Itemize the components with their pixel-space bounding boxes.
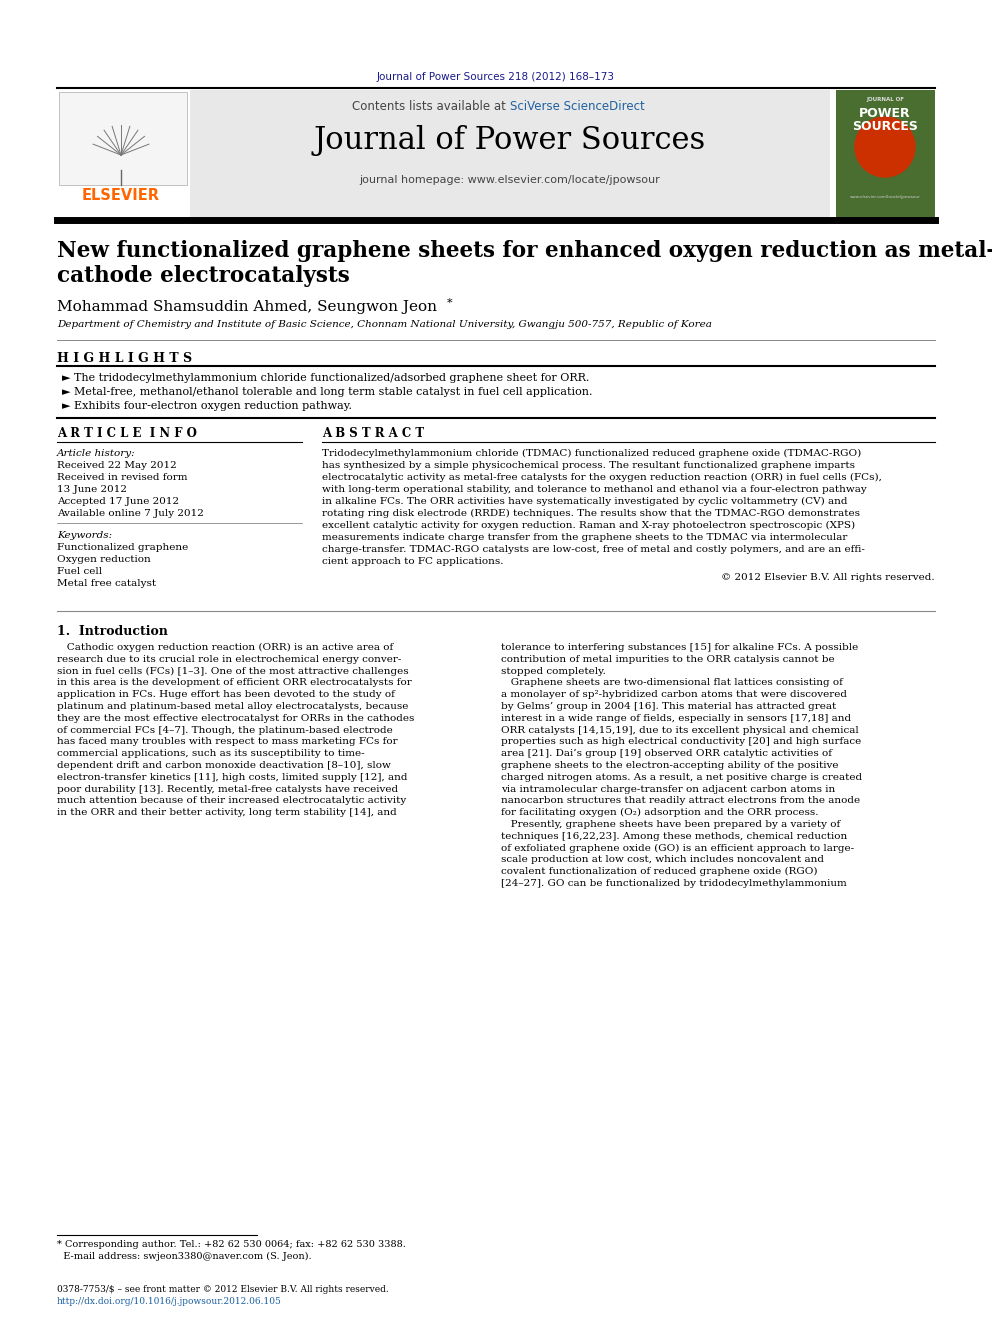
Text: New functionalized graphene sheets for enhanced oxygen reduction as metal-free: New functionalized graphene sheets for e…	[57, 239, 992, 262]
Text: SciVerse ScienceDirect: SciVerse ScienceDirect	[510, 101, 645, 112]
Text: H I G H L I G H T S: H I G H L I G H T S	[57, 352, 192, 365]
Bar	[57, 90, 190, 218]
Text: journal homepage: www.elsevier.com/locate/jpowsour: journal homepage: www.elsevier.com/locat…	[360, 175, 661, 185]
Circle shape	[855, 116, 915, 177]
Text: poor durability [13]. Recently, metal-free catalysts have received: poor durability [13]. Recently, metal-fr…	[57, 785, 398, 794]
Text: Journal of Power Sources 218 (2012) 168–173: Journal of Power Sources 218 (2012) 168–…	[377, 71, 615, 82]
Text: Department of Chemistry and Institute of Basic Science, Chonnam National Univers: Department of Chemistry and Institute of…	[57, 320, 712, 329]
Text: excellent catalytic activity for oxygen reduction. Raman and X-ray photoelectron: excellent catalytic activity for oxygen …	[322, 521, 855, 531]
Text: Article history:: Article history:	[57, 448, 136, 458]
Text: Cathodic oxygen reduction reaction (ORR) is an active area of: Cathodic oxygen reduction reaction (ORR)…	[57, 643, 393, 652]
Text: http://dx.doi.org/10.1016/j.jpowsour.2012.06.105: http://dx.doi.org/10.1016/j.jpowsour.201…	[57, 1297, 282, 1306]
Text: www.elsevier.com/locate/jpowsour: www.elsevier.com/locate/jpowsour	[849, 194, 921, 198]
Text: electrocatalytic activity as metal-free catalysts for the oxygen reduction react: electrocatalytic activity as metal-free …	[322, 474, 882, 482]
Text: in the ORR and their better activity, long term stability [14], and: in the ORR and their better activity, lo…	[57, 808, 397, 818]
Text: A B S T R A C T: A B S T R A C T	[322, 427, 425, 441]
Text: Received 22 May 2012: Received 22 May 2012	[57, 460, 177, 470]
Text: measurements indicate charge transfer from the graphene sheets to the TDMAC via : measurements indicate charge transfer fr…	[322, 533, 847, 542]
Text: Graphene sheets are two-dimensional flat lattices consisting of: Graphene sheets are two-dimensional flat…	[501, 679, 843, 688]
Text: sion in fuel cells (FCs) [1–3]. One of the most attractive challenges: sion in fuel cells (FCs) [1–3]. One of t…	[57, 667, 409, 676]
Text: platinum and platinum-based metal alloy electrocatalysts, because: platinum and platinum-based metal alloy …	[57, 703, 409, 710]
Text: Keywords:: Keywords:	[57, 531, 112, 540]
Text: ► Exhibits four-electron oxygen reduction pathway.: ► Exhibits four-electron oxygen reductio…	[62, 401, 352, 411]
Text: charge-transfer. TDMAC-RGO catalysts are low-cost, free of metal and costly poly: charge-transfer. TDMAC-RGO catalysts are…	[322, 545, 865, 554]
Text: cathode electrocatalysts: cathode electrocatalysts	[57, 265, 350, 287]
Text: for facilitating oxygen (O₂) adsorption and the ORR process.: for facilitating oxygen (O₂) adsorption …	[501, 808, 818, 818]
Text: 1.  Introduction: 1. Introduction	[57, 624, 168, 638]
Text: covalent functionalization of reduced graphene oxide (RGO): covalent functionalization of reduced gr…	[501, 867, 817, 876]
Text: dependent drift and carbon monoxide deactivation [8–10], slow: dependent drift and carbon monoxide deac…	[57, 761, 391, 770]
Text: Contents lists available at: Contents lists available at	[352, 101, 510, 112]
Text: [24–27]. GO can be functionalized by tridodecylmethylammonium: [24–27]. GO can be functionalized by tri…	[501, 878, 847, 888]
Text: of commercial FCs [4–7]. Though, the platinum-based electrode: of commercial FCs [4–7]. Though, the pla…	[57, 725, 393, 734]
Text: Presently, graphene sheets have been prepared by a variety of: Presently, graphene sheets have been pre…	[501, 820, 840, 830]
Text: Mohammad Shamsuddin Ahmed, Seungwon Jeon: Mohammad Shamsuddin Ahmed, Seungwon Jeon	[57, 300, 437, 314]
Bar	[59, 93, 187, 185]
Text: a monolayer of sp²-hybridized carbon atoms that were discovered: a monolayer of sp²-hybridized carbon ato…	[501, 691, 847, 699]
Text: of exfoliated graphene oxide (GO) is an efficient approach to large-: of exfoliated graphene oxide (GO) is an …	[501, 844, 854, 853]
Text: in this area is the development of efficient ORR electrocatalysts for: in this area is the development of effic…	[57, 679, 412, 688]
Text: has faced many troubles with respect to mass marketing FCs for: has faced many troubles with respect to …	[57, 737, 398, 746]
Text: tolerance to interfering substances [15] for alkaline FCs. A possible: tolerance to interfering substances [15]…	[501, 643, 858, 652]
Text: has synthesized by a simple physicochemical process. The resultant functionalize: has synthesized by a simple physicochemi…	[322, 460, 855, 470]
Text: Available online 7 July 2012: Available online 7 July 2012	[57, 509, 204, 519]
Text: *: *	[447, 298, 452, 308]
Text: rotating ring disk electrode (RRDE) techniques. The results show that the TDMAC-: rotating ring disk electrode (RRDE) tech…	[322, 509, 860, 519]
Text: properties such as high electrical conductivity [20] and high surface: properties such as high electrical condu…	[501, 737, 861, 746]
Text: ► Metal-free, methanol/ethanol tolerable and long term stable catalyst in fuel c: ► Metal-free, methanol/ethanol tolerable…	[62, 388, 592, 397]
Text: area [21]. Dai’s group [19] observed ORR catalytic activities of: area [21]. Dai’s group [19] observed ORR…	[501, 749, 832, 758]
Text: nanocarbon structures that readily attract electrons from the anode: nanocarbon structures that readily attra…	[501, 796, 860, 806]
Text: research due to its crucial role in electrochemical energy conver-: research due to its crucial role in elec…	[57, 655, 402, 664]
Text: cient approach to FC applications.: cient approach to FC applications.	[322, 557, 504, 566]
Text: E-mail address: swjeon3380@naver.com (S. Jeon).: E-mail address: swjeon3380@naver.com (S.…	[57, 1252, 311, 1261]
Text: charged nitrogen atoms. As a result, a net positive charge is created: charged nitrogen atoms. As a result, a n…	[501, 773, 862, 782]
Text: via intramolecular charge-transfer on adjacent carbon atoms in: via intramolecular charge-transfer on ad…	[501, 785, 835, 794]
Text: they are the most effective electrocatalyst for ORRs in the cathodes: they are the most effective electrocatal…	[57, 714, 415, 722]
Text: much attention because of their increased electrocatalytic activity: much attention because of their increase…	[57, 796, 407, 806]
Text: 13 June 2012: 13 June 2012	[57, 486, 127, 493]
Text: © 2012 Elsevier B.V. All rights reserved.: © 2012 Elsevier B.V. All rights reserved…	[721, 573, 935, 582]
Text: application in FCs. Huge effort has been devoted to the study of: application in FCs. Huge effort has been…	[57, 691, 395, 699]
Text: in alkaline FCs. The ORR activities have systematically investigated by cyclic v: in alkaline FCs. The ORR activities have…	[322, 497, 847, 507]
Text: with long-term operational stability, and tolerance to methanol and ethanol via : with long-term operational stability, an…	[322, 486, 867, 493]
Text: ELSEVIER: ELSEVIER	[82, 188, 160, 202]
Text: Functionalized graphene: Functionalized graphene	[57, 542, 188, 552]
Text: 0378-7753/$ – see front matter © 2012 Elsevier B.V. All rights reserved.: 0378-7753/$ – see front matter © 2012 El…	[57, 1285, 389, 1294]
Text: commercial applications, such as its susceptibility to time-: commercial applications, such as its sus…	[57, 749, 365, 758]
Text: ► The tridodecylmethylammonium chloride functionalized/adsorbed graphene sheet f: ► The tridodecylmethylammonium chloride …	[62, 373, 589, 382]
Text: contribution of metal impurities to the ORR catalysis cannot be: contribution of metal impurities to the …	[501, 655, 834, 664]
Text: Metal free catalyst: Metal free catalyst	[57, 579, 156, 587]
Text: JOURNAL OF: JOURNAL OF	[866, 97, 904, 102]
Text: Received in revised form: Received in revised form	[57, 474, 187, 482]
Text: by Gelms’ group in 2004 [16]. This material has attracted great: by Gelms’ group in 2004 [16]. This mater…	[501, 703, 836, 710]
Bar	[190, 90, 830, 218]
Text: Fuel cell: Fuel cell	[57, 568, 102, 576]
Text: scale production at low cost, which includes noncovalent and: scale production at low cost, which incl…	[501, 856, 824, 864]
Text: Accepted 17 June 2012: Accepted 17 June 2012	[57, 497, 180, 505]
Text: ORR catalysts [14,15,19], due to its excellent physical and chemical: ORR catalysts [14,15,19], due to its exc…	[501, 725, 859, 734]
Text: graphene sheets to the electron-accepting ability of the positive: graphene sheets to the electron-acceptin…	[501, 761, 838, 770]
Text: techniques [16,22,23]. Among these methods, chemical reduction: techniques [16,22,23]. Among these metho…	[501, 832, 847, 841]
Text: * Corresponding author. Tel.: +82 62 530 0064; fax: +82 62 530 3388.: * Corresponding author. Tel.: +82 62 530…	[57, 1240, 406, 1249]
Text: A R T I C L E  I N F O: A R T I C L E I N F O	[57, 427, 196, 441]
Text: POWER
SOURCES: POWER SOURCES	[852, 107, 918, 132]
Text: stopped completely.: stopped completely.	[501, 667, 606, 676]
Bar	[836, 90, 935, 218]
Text: interest in a wide range of fields, especially in sensors [17,18] and: interest in a wide range of fields, espe…	[501, 714, 851, 722]
Text: Tridodecylmethylammonium chloride (TDMAC) functionalized reduced graphene oxide : Tridodecylmethylammonium chloride (TDMAC…	[322, 448, 861, 458]
Text: electron-transfer kinetics [11], high costs, limited supply [12], and: electron-transfer kinetics [11], high co…	[57, 773, 408, 782]
Text: Oxygen reduction: Oxygen reduction	[57, 556, 151, 564]
Text: Journal of Power Sources: Journal of Power Sources	[313, 124, 706, 156]
